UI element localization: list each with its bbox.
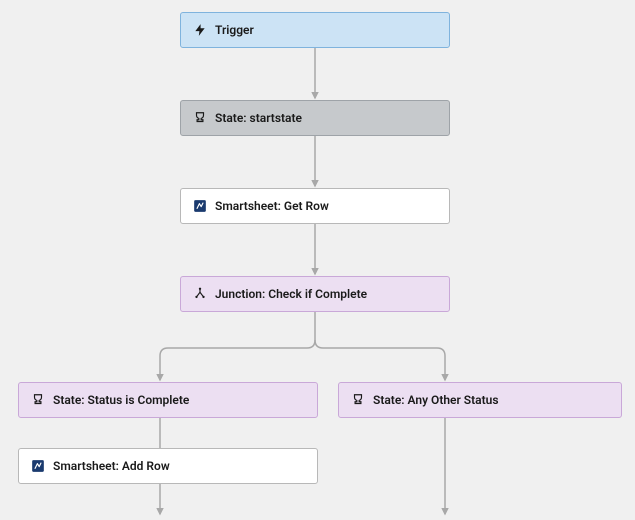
smartsheet-icon bbox=[31, 459, 45, 473]
node-action2[interactable]: Smartsheet: Add Row bbox=[18, 448, 318, 484]
node-state1[interactable]: State: startstate bbox=[180, 100, 450, 136]
node-label: State: startstate bbox=[215, 111, 302, 125]
connector bbox=[309, 48, 321, 104]
connector bbox=[309, 224, 321, 280]
node-label: Smartsheet: Add Row bbox=[53, 459, 170, 473]
node-label: Trigger bbox=[215, 23, 254, 37]
node-action1[interactable]: Smartsheet: Get Row bbox=[180, 188, 450, 224]
flowchart-canvas: Trigger State: startstate Smartsheet: Get … bbox=[0, 0, 635, 516]
node-branchL[interactable]: State: Status is Complete bbox=[18, 382, 318, 418]
node-label: State: Any Other Status bbox=[373, 393, 499, 407]
node-label: Smartsheet: Get Row bbox=[215, 199, 329, 213]
junction-icon bbox=[193, 287, 207, 301]
state-icon bbox=[31, 393, 45, 407]
connector bbox=[439, 418, 451, 520]
state-icon bbox=[351, 393, 365, 407]
node-label: Junction: Check if Complete bbox=[215, 287, 367, 301]
node-label: State: Status is Complete bbox=[53, 393, 189, 407]
split-connector bbox=[150, 312, 455, 390]
smartsheet-icon bbox=[193, 199, 207, 213]
state-icon bbox=[193, 111, 207, 125]
connector bbox=[154, 484, 166, 520]
node-trigger[interactable]: Trigger bbox=[180, 12, 450, 48]
connector bbox=[309, 136, 321, 192]
connector bbox=[154, 418, 166, 452]
bolt-icon bbox=[193, 23, 207, 37]
node-branchR[interactable]: State: Any Other Status bbox=[338, 382, 622, 418]
node-junction[interactable]: Junction: Check if Complete bbox=[180, 276, 450, 312]
